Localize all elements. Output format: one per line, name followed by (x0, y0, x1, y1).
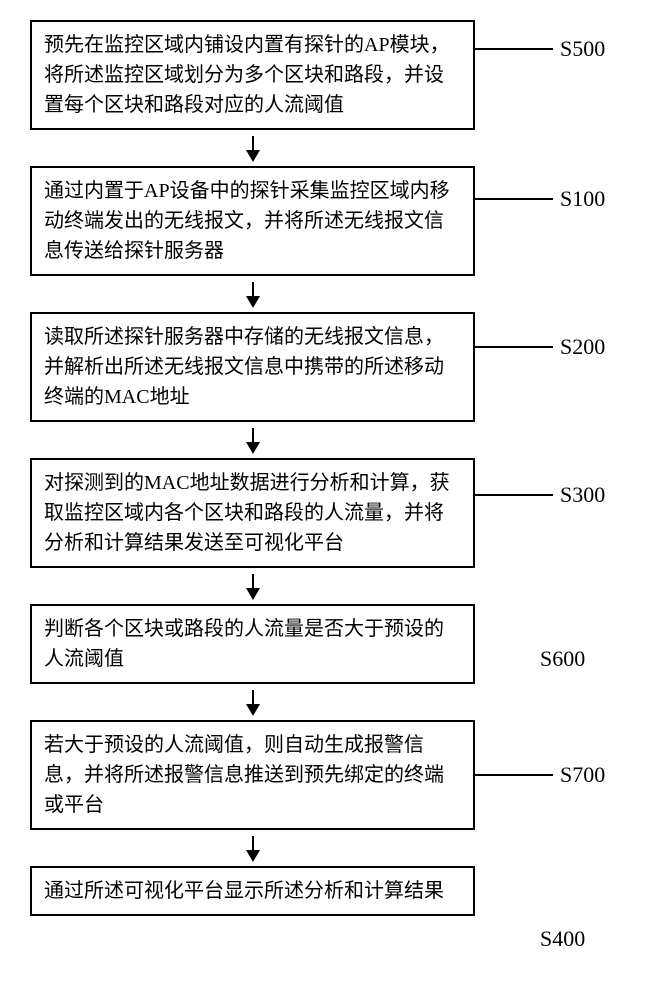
connector-line (475, 48, 553, 50)
step-text: 通过内置于AP设备中的探针采集监控区域内移动终端发出的无线报文，并将所述无线报文… (44, 180, 450, 262)
step-box-s400: 通过所述可视化平台显示所述分析和计算结果 (30, 866, 475, 916)
step-text: 通过所述可视化平台显示所述分析和计算结果 (44, 880, 444, 902)
step-label-s100: S100 (560, 186, 605, 212)
step-box-s500: 预先在监控区域内铺设内置有探针的AP模块，将所述监控区域划分为多个区块和路段，并… (30, 20, 475, 130)
step-label-s600: S600 (540, 646, 585, 672)
step-text: 若大于预设的人流阈值，则自动生成报警信息，并将所述报警信息推送到预先绑定的终端或… (44, 734, 444, 816)
step-label-s200: S200 (560, 334, 605, 360)
arrow (30, 422, 475, 458)
connector-line (475, 198, 553, 200)
step-box-s200: 读取所述探针服务器中存储的无线报文信息，并解析出所述无线报文信息中携带的所述移动… (30, 312, 475, 422)
arrow (30, 684, 475, 720)
connector-line (475, 494, 553, 496)
step-label-s700: S700 (560, 762, 605, 788)
arrow (30, 276, 475, 312)
step-box-s100: 通过内置于AP设备中的探针采集监控区域内移动终端发出的无线报文，并将所述无线报文… (30, 166, 475, 276)
step-text: 对探测到的MAC地址数据进行分析和计算，获取监控区域内各个区块和路段的人流量，并… (44, 472, 450, 554)
arrow (30, 568, 475, 604)
step-label-s500: S500 (560, 36, 605, 62)
step-label-s300: S300 (560, 482, 605, 508)
arrow (30, 830, 475, 866)
step-box-s600: 判断各个区块或路段的人流量是否大于预设的人流阈值 (30, 604, 475, 684)
connector-line (475, 346, 553, 348)
step-text: 读取所述探针服务器中存储的无线报文信息，并解析出所述无线报文信息中携带的所述移动… (44, 326, 444, 408)
step-label-s400: S400 (540, 926, 585, 952)
step-box-s700: 若大于预设的人流阈值，则自动生成报警信息，并将所述报警信息推送到预先绑定的终端或… (30, 720, 475, 830)
step-text: 预先在监控区域内铺设内置有探针的AP模块，将所述监控区域划分为多个区块和路段，并… (44, 34, 450, 116)
step-box-s300: 对探测到的MAC地址数据进行分析和计算，获取监控区域内各个区块和路段的人流量，并… (30, 458, 475, 568)
connector-line (475, 774, 553, 776)
step-text: 判断各个区块或路段的人流量是否大于预设的人流阈值 (44, 618, 444, 670)
flowchart-container: 预先在监控区域内铺设内置有探针的AP模块，将所述监控区域划分为多个区块和路段，并… (30, 20, 630, 916)
arrow (30, 130, 475, 166)
